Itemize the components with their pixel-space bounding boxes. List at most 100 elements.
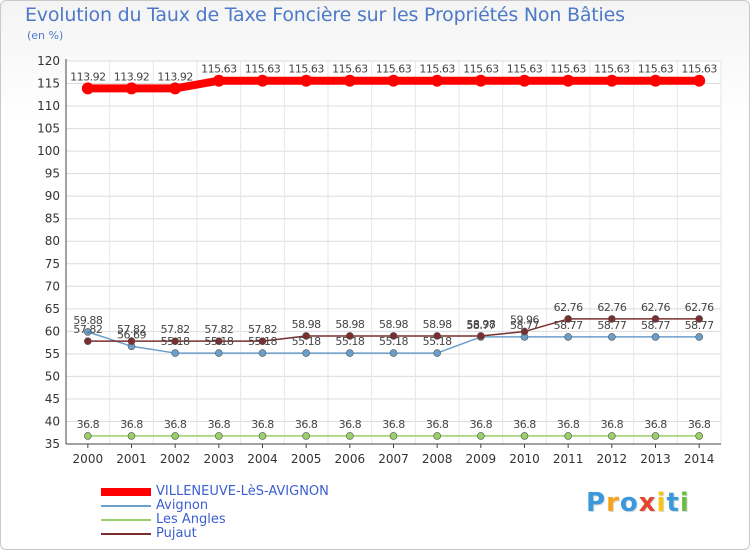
data-label-villeneuve-les-avignon: 115.63 bbox=[638, 63, 674, 76]
data-label-villeneuve-les-avignon: 115.63 bbox=[201, 63, 237, 76]
data-label-pujaut: 57.82 bbox=[73, 323, 102, 336]
data-point bbox=[346, 332, 354, 340]
chart-title: Evolution du Taux de Taxe Foncière sur l… bbox=[25, 4, 625, 26]
data-label-les-angles: 36.8 bbox=[644, 418, 667, 431]
data-label-pujaut: 58.98 bbox=[466, 318, 495, 331]
y-tick-label: 100 bbox=[37, 144, 60, 158]
data-point bbox=[431, 74, 444, 87]
data-label-pujaut: 57.82 bbox=[161, 323, 190, 336]
data-point bbox=[651, 315, 660, 323]
data-label-avignon: 55.18 bbox=[379, 335, 408, 348]
data-point bbox=[302, 432, 310, 440]
data-point bbox=[389, 432, 398, 440]
series-avignon bbox=[84, 328, 703, 357]
data-label-les-angles: 36.8 bbox=[688, 418, 711, 431]
data-point bbox=[346, 349, 354, 357]
data-label-pujaut: 62.76 bbox=[685, 301, 714, 314]
data-point bbox=[649, 74, 662, 87]
data-point bbox=[608, 333, 616, 341]
plot-area bbox=[66, 61, 721, 444]
data-point bbox=[608, 432, 616, 440]
y-tick-label: 45 bbox=[45, 392, 60, 406]
data-point bbox=[84, 432, 92, 440]
y-tick-label: 85 bbox=[45, 212, 60, 226]
data-label-avignon: 55.18 bbox=[423, 335, 452, 348]
data-point bbox=[256, 74, 269, 87]
x-tick-label: 2010 bbox=[509, 452, 540, 466]
y-tick-label: 95 bbox=[45, 167, 60, 181]
data-point bbox=[81, 82, 94, 95]
data-point bbox=[125, 82, 138, 95]
data-label-pujaut: 57.82 bbox=[204, 323, 233, 336]
data-label-les-angles: 36.8 bbox=[426, 418, 449, 431]
x-tick-label: 2003 bbox=[204, 452, 235, 466]
data-label-avignon: 58.77 bbox=[597, 319, 626, 332]
data-point bbox=[171, 349, 179, 357]
y-tick-label: 40 bbox=[45, 414, 60, 428]
data-label-villeneuve-les-avignon: 115.63 bbox=[681, 63, 717, 76]
data-label-villeneuve-les-avignon: 115.63 bbox=[463, 63, 499, 76]
data-label-pujaut: 59.96 bbox=[510, 314, 539, 327]
data-point bbox=[171, 337, 179, 345]
proxiti-logo: Proxiti bbox=[586, 488, 690, 518]
data-label-avignon: 55.18 bbox=[204, 335, 233, 348]
data-label-les-angles: 36.8 bbox=[164, 418, 187, 431]
data-label-pujaut: 58.98 bbox=[335, 318, 364, 331]
x-tick-label: 2014 bbox=[684, 452, 715, 466]
data-label-les-angles: 36.8 bbox=[339, 418, 362, 431]
data-label-villeneuve-les-avignon: 115.63 bbox=[245, 63, 281, 76]
series-pujaut bbox=[84, 315, 703, 345]
data-label-avignon: 58.77 bbox=[510, 319, 539, 332]
data-point bbox=[477, 432, 485, 440]
y-tick-label: 70 bbox=[45, 279, 60, 293]
x-tick-label: 2009 bbox=[466, 452, 497, 466]
data-label-avignon: 58.77 bbox=[554, 319, 583, 332]
legend-label: Les Angles bbox=[156, 512, 226, 527]
data-point bbox=[215, 337, 223, 345]
data-point bbox=[215, 349, 223, 357]
data-label-pujaut: 58.98 bbox=[292, 318, 321, 331]
data-point bbox=[84, 328, 92, 336]
data-point bbox=[433, 349, 441, 357]
data-point bbox=[562, 74, 575, 87]
data-point bbox=[300, 74, 313, 87]
y-tick-label: 60 bbox=[45, 324, 60, 338]
data-label-villeneuve-les-avignon: 115.63 bbox=[332, 63, 368, 76]
data-label-avignon: 58.77 bbox=[641, 319, 670, 332]
data-label-pujaut: 57.82 bbox=[117, 323, 146, 336]
x-tick-label: 2011 bbox=[553, 452, 584, 466]
y-tick-label: 55 bbox=[45, 347, 60, 361]
data-point bbox=[695, 432, 703, 440]
data-point bbox=[564, 333, 572, 341]
data-point bbox=[605, 74, 618, 87]
data-label-avignon: 55.18 bbox=[161, 335, 190, 348]
data-label-villeneuve-les-avignon: 115.63 bbox=[288, 63, 324, 76]
x-tick-label: 2007 bbox=[378, 452, 409, 466]
y-tick-label: 50 bbox=[45, 369, 60, 383]
data-label-villeneuve-les-avignon: 113.92 bbox=[70, 70, 106, 83]
data-point bbox=[302, 332, 310, 340]
data-label-villeneuve-les-avignon: 113.92 bbox=[114, 70, 150, 83]
data-point bbox=[433, 432, 441, 440]
data-label-villeneuve-les-avignon: 115.63 bbox=[419, 63, 455, 76]
series-villeneuve-les-avignon bbox=[81, 74, 706, 95]
data-point bbox=[477, 332, 485, 340]
legend-swatch bbox=[101, 519, 151, 521]
data-point bbox=[258, 337, 267, 345]
data-point bbox=[695, 315, 703, 323]
data-label-villeneuve-les-avignon: 115.63 bbox=[550, 63, 586, 76]
data-point bbox=[518, 74, 531, 87]
data-label-avignon: 58.77 bbox=[685, 319, 714, 332]
data-point bbox=[433, 332, 441, 340]
x-tick-label: 2005 bbox=[291, 452, 322, 466]
data-point bbox=[215, 432, 223, 440]
data-label-avignon: 55.18 bbox=[292, 335, 321, 348]
data-point bbox=[608, 315, 616, 323]
legend-label: VILLENEUVE-LèS-AVIGNON bbox=[156, 484, 329, 499]
data-point bbox=[564, 432, 572, 440]
data-point bbox=[302, 349, 310, 357]
y-tick-label: 110 bbox=[37, 99, 60, 113]
y-tick-label: 35 bbox=[45, 437, 60, 451]
